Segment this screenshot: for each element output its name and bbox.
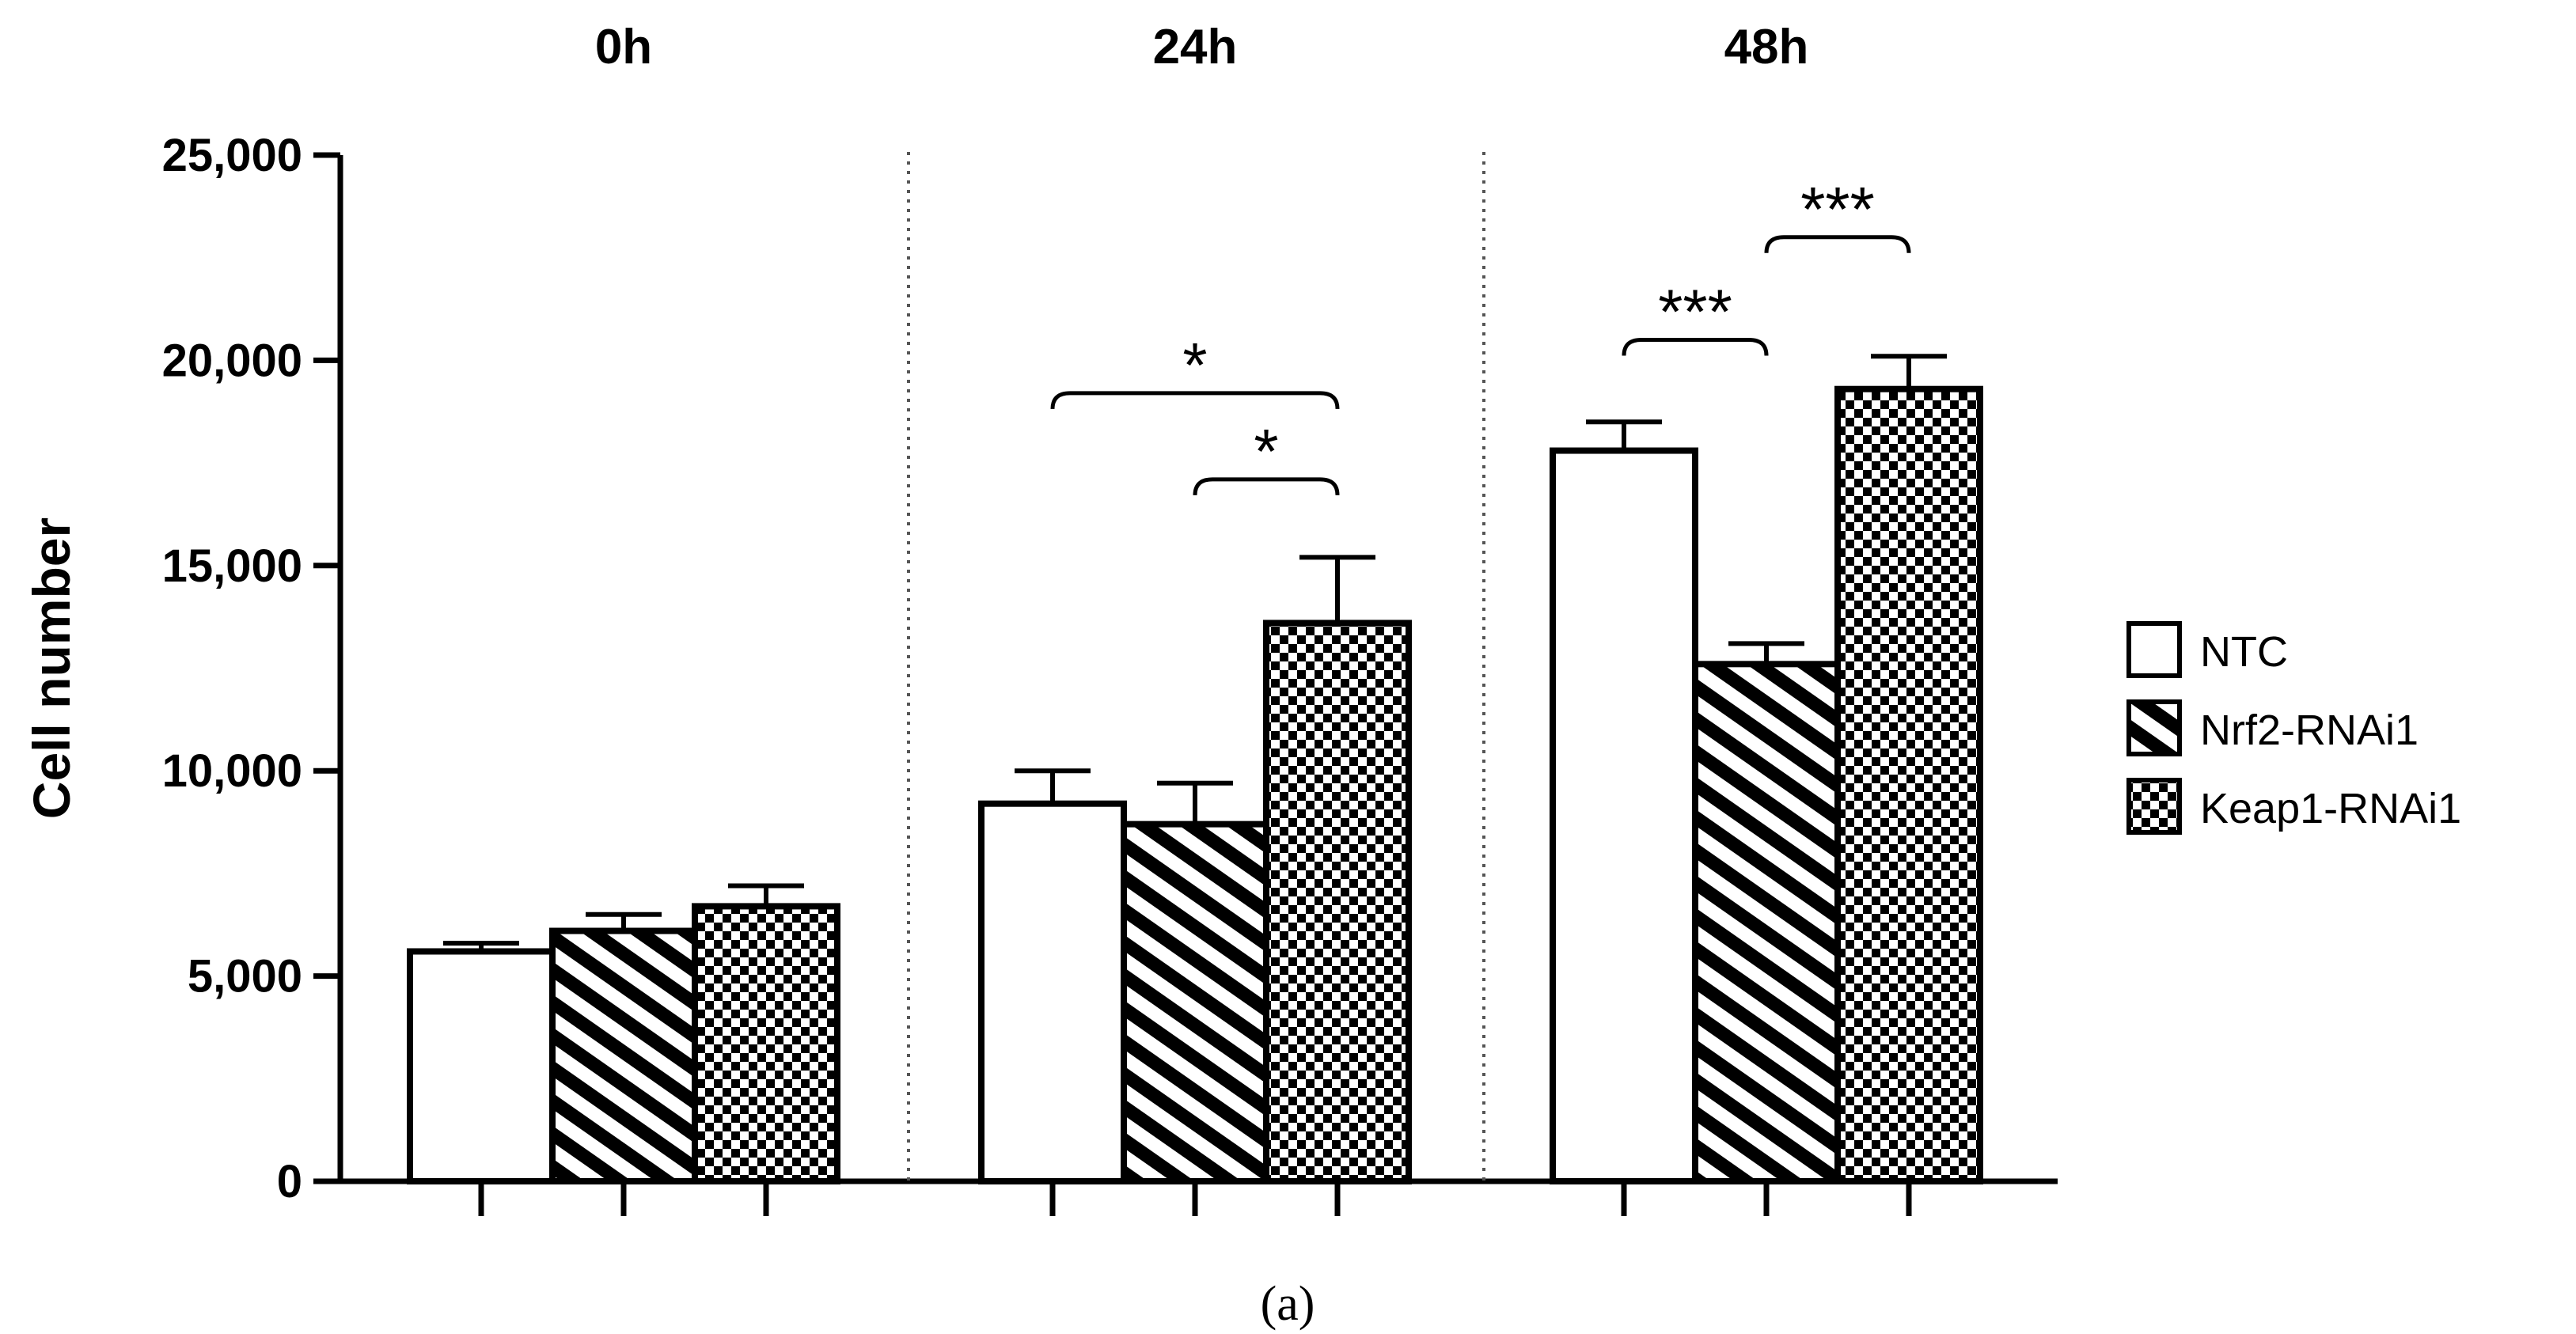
bar-keap1-rnai1-24h xyxy=(1263,620,1412,1184)
y-axis-title: Cell number xyxy=(22,517,81,819)
bar-keap1-rnai1-0h xyxy=(692,903,840,1185)
y-tick-label: 0 xyxy=(277,1156,302,1207)
bar-ntc-0h xyxy=(407,948,556,1185)
bar-nrf2-rnai1-24h xyxy=(1121,820,1269,1185)
legend-label-nrf2-rnai1: Nrf2-RNAi1 xyxy=(2200,707,2419,754)
y-tick-label: 25,000 xyxy=(162,130,302,181)
significance-label: *** xyxy=(1800,174,1874,244)
legend-label-keap1-rnai1: Keap1-RNAi1 xyxy=(2200,785,2461,832)
bar-nrf2-rnai1-48h xyxy=(1692,661,1841,1184)
y-tick-label: 20,000 xyxy=(162,335,302,386)
bar-nrf2-rnai1-0h xyxy=(549,927,698,1184)
significance-bracket xyxy=(1193,477,1340,495)
y-tick-label: 15,000 xyxy=(162,540,302,592)
significance-bracket xyxy=(1050,391,1340,410)
significance-label: * xyxy=(1182,330,1207,400)
bar-ntc-24h xyxy=(978,800,1127,1184)
legend-swatch-nrf2-rnai1 xyxy=(2126,699,2182,756)
group-label-0h: 0h xyxy=(595,20,652,74)
significance-bracket xyxy=(1622,337,1769,356)
significance-label: *** xyxy=(1658,276,1732,347)
y-tick-label: 5,000 xyxy=(188,951,302,1002)
legend-label-ntc: NTC xyxy=(2200,628,2288,676)
figure-caption: (a) xyxy=(1261,1277,1315,1331)
bar-ntc-48h xyxy=(1550,447,1698,1184)
significance-label: * xyxy=(1254,416,1278,487)
group-label-24h: 24h xyxy=(1153,20,1238,74)
significance-bracket xyxy=(1764,235,1911,253)
group-label-48h: 48h xyxy=(1724,20,1809,74)
y-tick-label: 10,000 xyxy=(162,745,302,797)
bar-keap1-rnai1-48h xyxy=(1834,385,1983,1184)
legend-swatch-ntc xyxy=(2126,621,2182,678)
legend-swatch-keap1-rnai1 xyxy=(2126,778,2182,835)
